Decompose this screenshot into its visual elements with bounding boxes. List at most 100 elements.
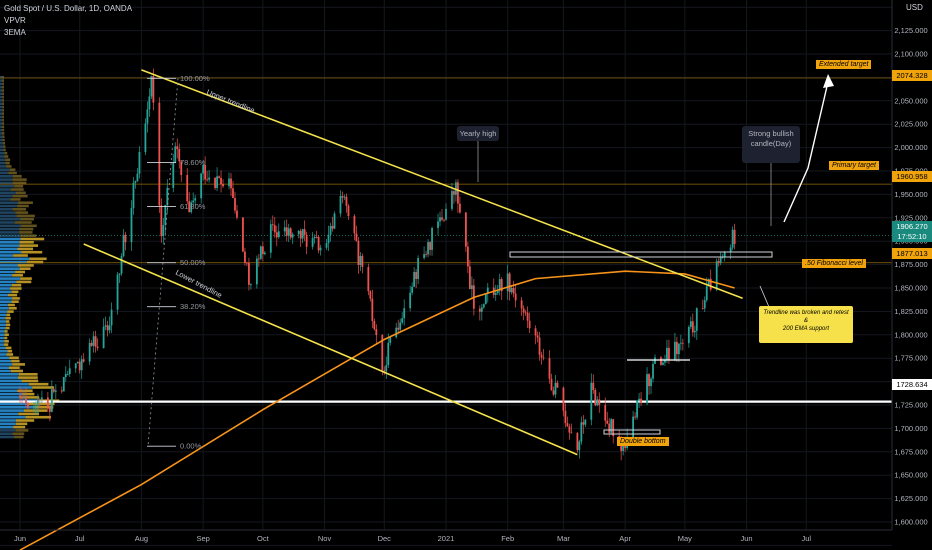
candle-body — [542, 357, 545, 359]
candle-body — [439, 217, 441, 222]
candle-body — [48, 406, 51, 412]
price-tick-label: 1,850.000 — [894, 284, 927, 293]
candle-body — [385, 365, 388, 372]
candle-body — [552, 390, 555, 395]
candle-body — [273, 225, 276, 233]
volume-bar-sell — [11, 359, 20, 363]
volume-bar-sell — [12, 274, 23, 277]
candle-body — [451, 191, 453, 209]
volume-bar-sell — [14, 184, 24, 188]
volume-bar-buy — [0, 221, 15, 224]
volume-bar-sell — [15, 422, 28, 426]
upper-trendline — [141, 69, 743, 300]
volume-bar-sell — [29, 257, 47, 261]
volume-bar-buy — [0, 194, 13, 198]
candle-body — [562, 387, 565, 411]
volume-bar-sell — [2, 112, 5, 115]
candle-body — [285, 227, 288, 236]
volume-bar-buy — [0, 171, 9, 175]
volume-bar-buy — [0, 363, 13, 366]
volume-bar-sell — [5, 158, 11, 162]
candle-body — [524, 312, 527, 314]
candle-body — [160, 205, 163, 237]
candle-body — [230, 178, 232, 189]
volume-bar-sell — [6, 313, 11, 317]
candle-body — [35, 405, 37, 407]
candle-body — [194, 198, 197, 201]
candle-body — [80, 359, 83, 371]
candle-body — [64, 374, 67, 378]
volume-bar-buy — [0, 165, 7, 168]
candle-body — [564, 410, 567, 424]
candle-body — [172, 162, 175, 188]
candle-body — [540, 354, 543, 358]
candle-body — [66, 374, 69, 375]
candle-body — [652, 363, 654, 379]
extended-price-label: 2074.328 — [892, 70, 932, 81]
volume-bar-buy — [0, 336, 5, 340]
candle-body — [204, 164, 207, 180]
candle-body — [638, 398, 640, 401]
volume-bar-buy — [0, 300, 12, 303]
candle-body — [375, 329, 378, 336]
symbol-title[interactable]: Gold Spot / U.S. Dollar, 1D, OANDA — [4, 4, 133, 13]
volume-bar-sell — [4, 340, 9, 343]
candle-body — [584, 419, 587, 425]
candle-body — [457, 182, 459, 204]
volume-bar-sell — [5, 320, 10, 323]
volume-bar-sell — [32, 386, 54, 389]
candle-body — [176, 146, 179, 149]
volume-bar-sell — [2, 85, 5, 89]
volume-bar-buy — [0, 161, 6, 165]
price-tick-label: 2,025.000 — [894, 120, 927, 129]
volume-bar-sell — [2, 138, 5, 142]
yearly-high-note: Yearly high — [457, 126, 499, 141]
volume-bar-buy — [0, 330, 5, 333]
volume-bar-buy — [0, 369, 11, 373]
volume-bar-sell — [4, 151, 8, 155]
volume-bar-buy — [0, 280, 17, 284]
candle-body — [250, 284, 252, 286]
candle-body — [255, 258, 258, 285]
candles — [19, 68, 736, 461]
volume-bar-sell — [6, 323, 11, 327]
volume-bar-sell — [19, 244, 39, 247]
volume-bar-buy — [0, 270, 16, 274]
candle-body — [705, 286, 708, 301]
candle-body — [234, 197, 236, 211]
volume-bar-sell — [12, 208, 27, 211]
volume-bar-buy — [0, 204, 17, 208]
volume-bar-buy — [0, 326, 6, 330]
volume-bar-buy — [0, 214, 17, 218]
candle-body — [409, 292, 412, 309]
volume-bar-buy — [0, 118, 3, 122]
time-tick-label: Mar — [557, 534, 570, 543]
candle-body — [347, 205, 350, 217]
candle-body — [429, 242, 431, 250]
volume-bar-buy — [0, 382, 29, 386]
candle-body — [200, 173, 203, 199]
candle-body — [82, 359, 85, 362]
volume-bar-buy — [0, 353, 7, 356]
volume-bar-sell — [3, 343, 9, 346]
candle-body — [596, 399, 599, 406]
candle-body — [313, 236, 316, 239]
candle-body — [534, 328, 537, 336]
volume-bar-buy — [0, 260, 27, 264]
candle-body — [220, 177, 222, 185]
fib-level-label: 50.00% — [180, 258, 206, 267]
price-tick-label: 1,675.000 — [894, 447, 927, 456]
volume-bar-sell — [2, 115, 5, 119]
time-tick-label: Jul — [801, 534, 811, 543]
candle-body — [190, 202, 193, 213]
volume-bar-buy — [0, 208, 13, 211]
candle-body — [228, 178, 230, 187]
candle-body — [124, 234, 127, 243]
indicator-vpvr[interactable]: VPVR — [4, 16, 26, 25]
volume-bar-sell — [8, 171, 17, 175]
indicator-ema[interactable]: 3EMA — [4, 28, 26, 37]
candle-body — [650, 378, 652, 387]
volume-bar-sell — [15, 211, 29, 214]
volume-bar-sell — [12, 175, 22, 178]
